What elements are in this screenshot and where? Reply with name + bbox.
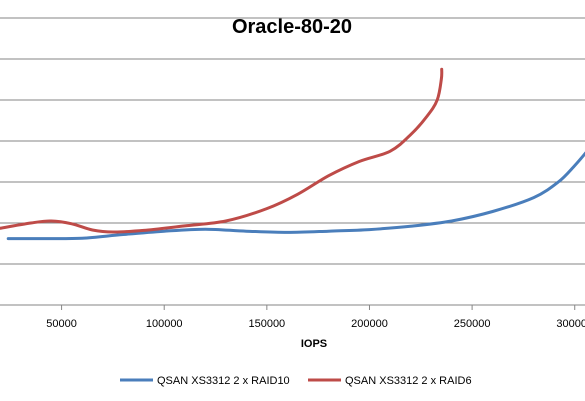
x-axis-label: IOPS [301, 338, 327, 350]
gridlines [0, 17, 585, 265]
legend: QSAN XS3312 2 x RAID10 QSAN XS3312 2 x RA… [120, 375, 472, 387]
chart-title: Oracle-80-20 [232, 16, 352, 38]
x-tick-label: 200000 [351, 318, 388, 330]
legend-label-2: QSAN XS3312 2 x RAID6 [345, 375, 472, 387]
series-line-1 [6, 151, 585, 241]
x-tick-label: 50000 [46, 318, 77, 330]
series-line-2 [0, 67, 444, 234]
x-tick-label: 100000 [146, 318, 183, 330]
x-tick-label: 150000 [248, 318, 285, 330]
x-tick-label: 250000 [454, 318, 491, 330]
series-lines [0, 67, 585, 241]
legend-label-1: QSAN XS3312 2 x RAID10 [157, 375, 290, 387]
x-axis-ticks: 50000 100000 150000 200000 250000 300000 [46, 305, 585, 330]
x-tick-label: 300000 [556, 318, 585, 330]
